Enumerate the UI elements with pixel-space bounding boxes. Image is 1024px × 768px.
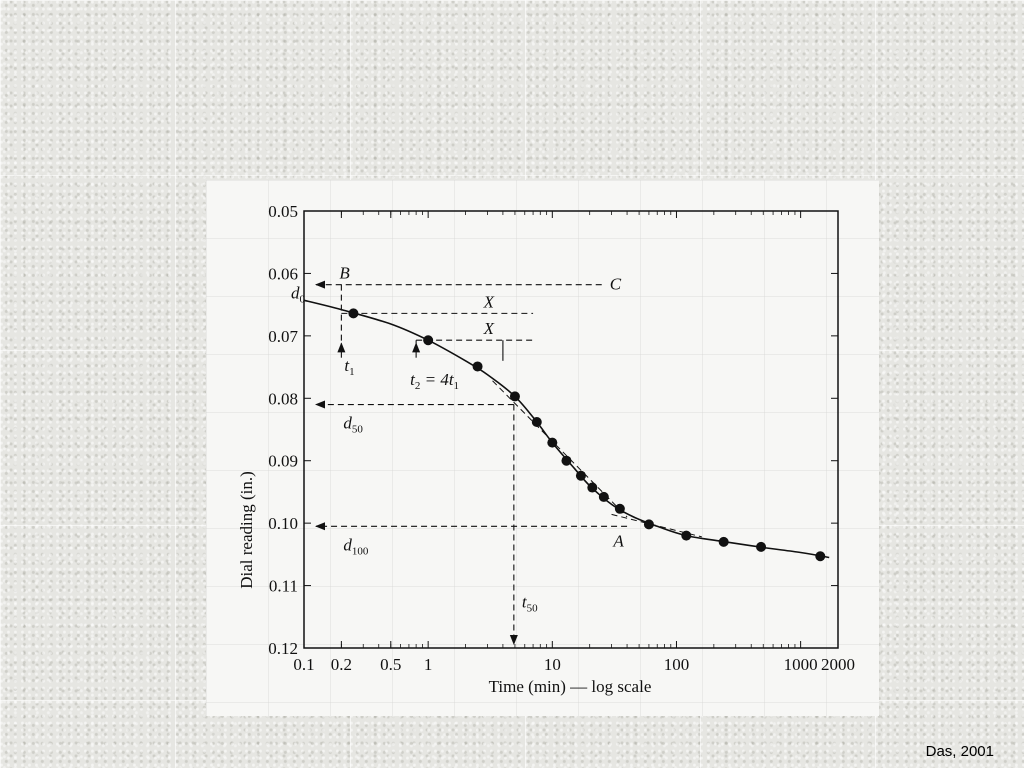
figure-panel: 0.05 0.06 0.07 0.08 0.09 0.10 0.11 0.12 0.1 0.2 0.… bbox=[206, 180, 879, 716]
data-point bbox=[681, 530, 692, 541]
x-tick-label: 100 bbox=[664, 655, 690, 674]
data-point bbox=[423, 335, 434, 346]
data-point bbox=[348, 308, 359, 319]
annotation-t50: t50 bbox=[522, 592, 538, 614]
consolidation-chart: 0.05 0.06 0.07 0.08 0.09 0.10 0.11 0.120.1 0.2 0.… bbox=[237, 202, 855, 696]
x-tick-label: 2000 bbox=[821, 655, 855, 674]
data-point bbox=[756, 541, 767, 552]
x-axis-label: Time (min) — log scale bbox=[489, 677, 652, 696]
tangent-line bbox=[611, 513, 702, 538]
x-tick-label: 0.2 bbox=[331, 655, 352, 674]
annotation-d50: d50 bbox=[343, 414, 363, 436]
annotation-b: B bbox=[339, 264, 350, 283]
data-point bbox=[509, 391, 520, 402]
annotation-x1: X bbox=[483, 292, 495, 311]
annotation-d0: d0 bbox=[291, 284, 306, 306]
data-point bbox=[575, 470, 586, 481]
data-point bbox=[547, 437, 558, 448]
tangent-line bbox=[492, 380, 628, 518]
credit-text: Das, 2001 bbox=[925, 743, 994, 760]
data-point bbox=[472, 361, 483, 372]
data-point bbox=[718, 536, 729, 547]
y-tick-label: 0.08 bbox=[268, 389, 298, 408]
annotation-t1: t1 bbox=[344, 356, 354, 378]
y-axis-label: Dial reading (in.) bbox=[237, 471, 256, 589]
y-tick-label: 0.09 bbox=[268, 452, 298, 471]
y-tick-label: 0.07 bbox=[268, 327, 298, 346]
annotation-c: C bbox=[610, 275, 622, 294]
plot-frame bbox=[303, 210, 839, 649]
y-tick-label: 0.11 bbox=[269, 577, 298, 596]
y-tick-label: 0.10 bbox=[268, 514, 298, 533]
x-tick-label: 0.1 bbox=[293, 655, 314, 674]
data-point bbox=[598, 491, 609, 502]
x-tick-label: 0.5 bbox=[380, 655, 401, 674]
annotation-x2: X bbox=[483, 319, 495, 338]
y-tick-label: 0.05 bbox=[268, 202, 298, 221]
data-point bbox=[614, 503, 625, 514]
annotation-d100: d100 bbox=[343, 535, 369, 557]
data-point bbox=[643, 519, 654, 530]
data-point bbox=[561, 455, 572, 466]
annotation-a: A bbox=[612, 531, 624, 550]
annotation-t2: t2 = 4t1 bbox=[410, 370, 459, 392]
data-point bbox=[587, 482, 598, 493]
x-tick-label: 1000 bbox=[784, 655, 818, 674]
data-point bbox=[531, 417, 542, 428]
data-point bbox=[815, 551, 826, 562]
x-tick-label: 10 bbox=[544, 655, 561, 674]
consolidation-curve bbox=[303, 299, 830, 559]
y-tick-label: 0.06 bbox=[268, 264, 298, 283]
x-tick-label: 1 bbox=[424, 655, 433, 674]
y-tick-label: 0.12 bbox=[268, 639, 298, 658]
